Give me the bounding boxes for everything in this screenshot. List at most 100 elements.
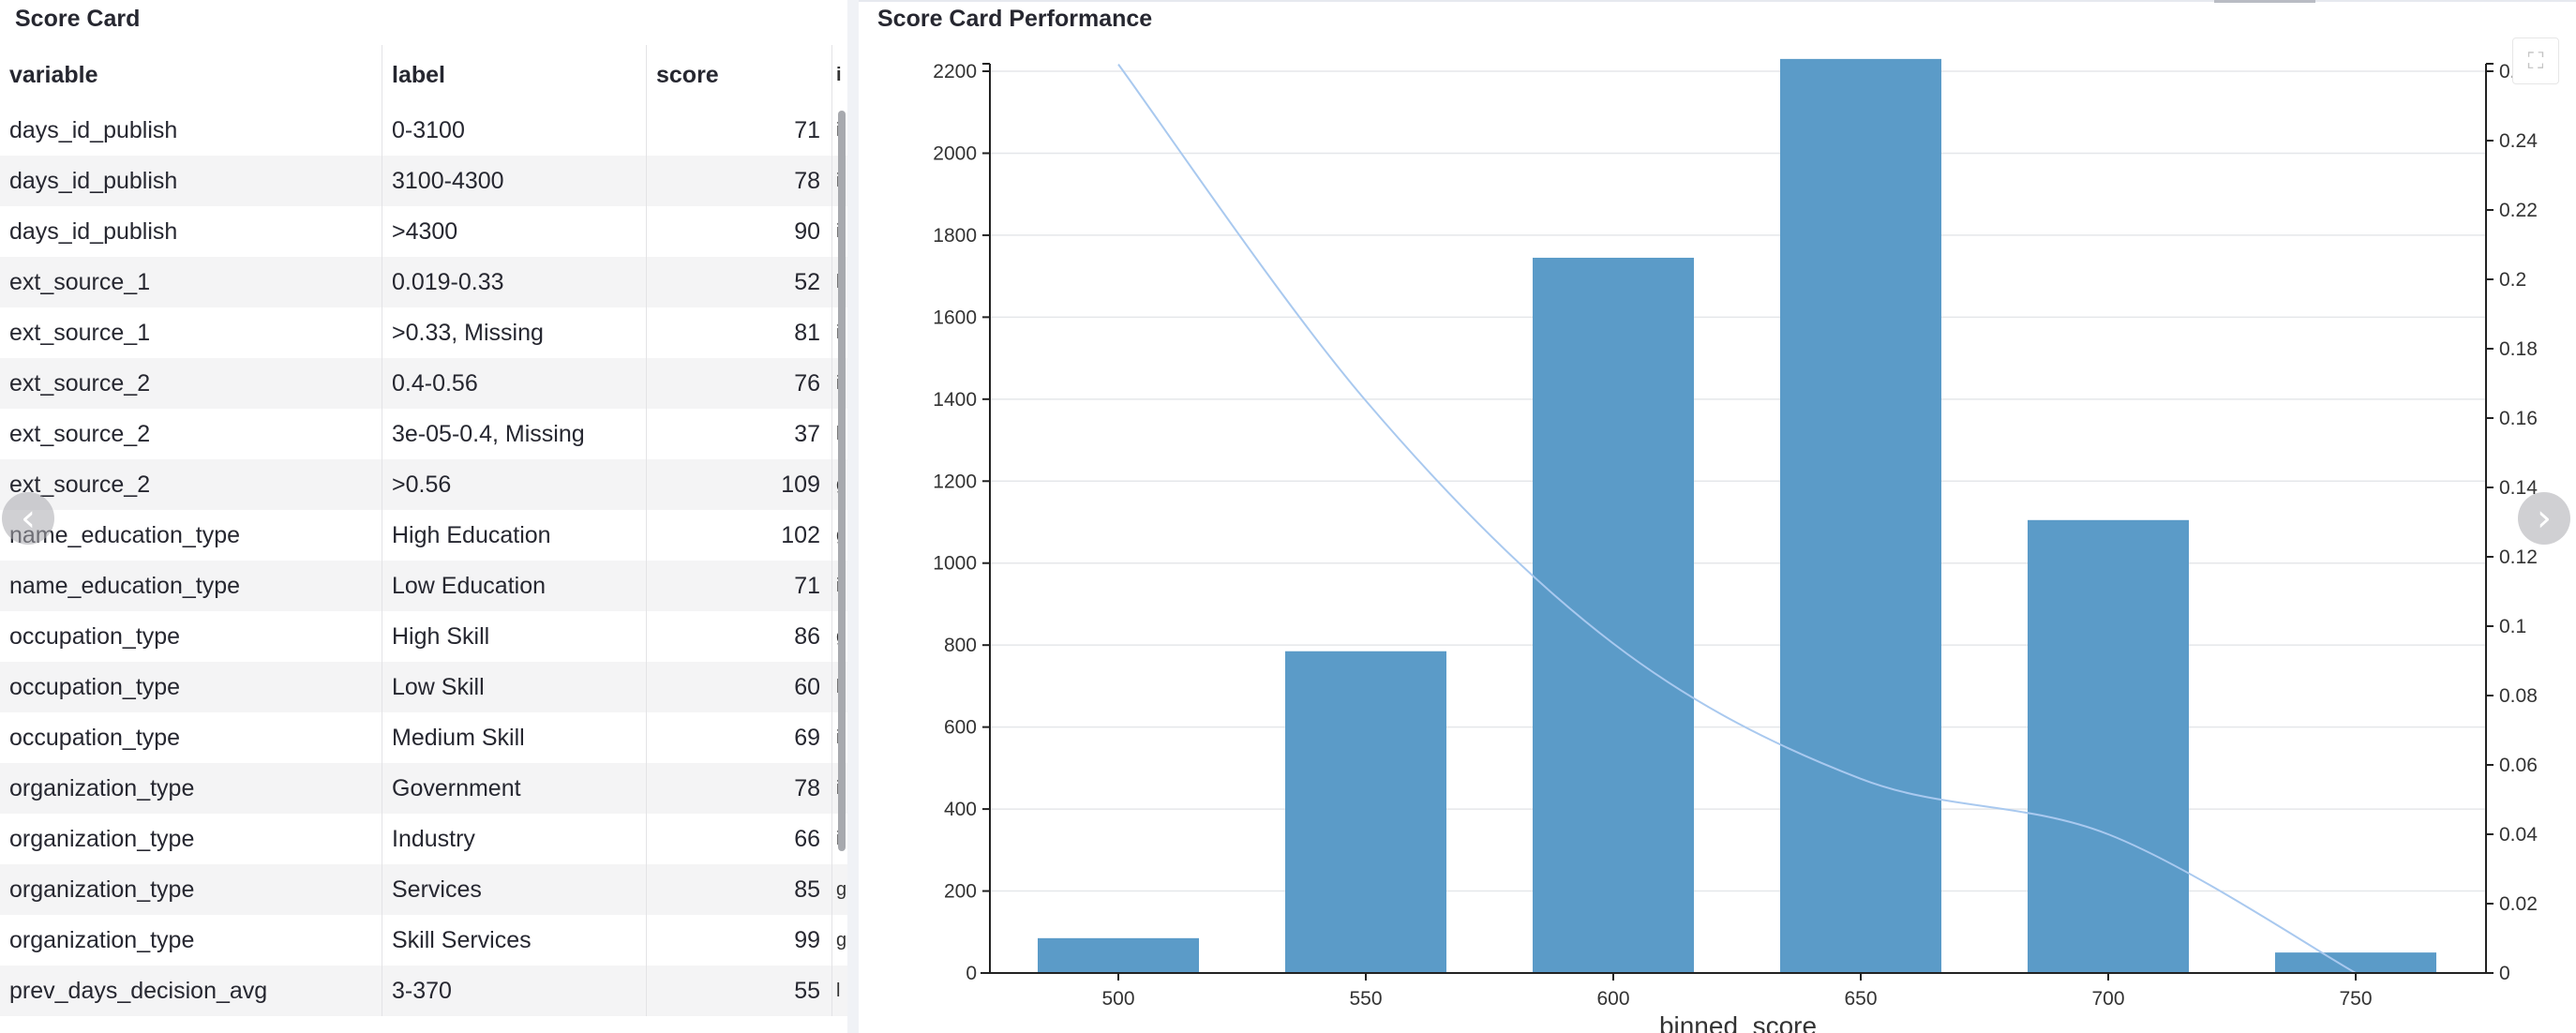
- bar-700: [2028, 519, 2189, 973]
- cell-label: High Skill: [382, 611, 647, 662]
- column-header-label[interactable]: label: [382, 45, 647, 105]
- column-header-score[interactable]: score: [647, 45, 832, 105]
- cell-score: 78: [647, 763, 832, 814]
- score-card-table: variable label score i days_id_publish 0-…: [0, 45, 847, 1016]
- cell-score: 102: [647, 510, 832, 561]
- cell-label: 3-370: [382, 966, 647, 1016]
- cell-label: 0-3100: [382, 105, 647, 156]
- fullscreen-icon[interactable]: ⛶: [2512, 37, 2559, 84]
- cell-variable: occupation_type: [0, 662, 382, 712]
- cell-variable: ext_source_1: [0, 307, 382, 358]
- y-tick-label-left: 400: [944, 799, 977, 820]
- x-tick-label: 650: [1844, 988, 1877, 1010]
- y-tick-label-right: 0.1: [2499, 616, 2526, 637]
- x-tick-label: 700: [2091, 988, 2124, 1010]
- table-scrollbar[interactable]: [838, 111, 846, 851]
- table-row[interactable]: ext_source_2>0.56109g: [0, 459, 847, 510]
- y-tick-label-right: 0.18: [2499, 338, 2538, 360]
- y-tick-label-right: 0.08: [2499, 685, 2538, 707]
- cell-variable: organization_type: [0, 814, 382, 864]
- performance-title: Score Card Performance: [877, 6, 1153, 32]
- cell-variable: days_id_publish: [0, 206, 382, 257]
- x-tick-label: 500: [1101, 988, 1134, 1010]
- cell-score: 109: [647, 459, 832, 510]
- table-row[interactable]: ext_source_10.019-0.3352l: [0, 257, 847, 307]
- table-row[interactable]: organization_type Skill Services 99 g: [0, 915, 847, 966]
- cell-truncated: l: [836, 980, 841, 1001]
- cell-score: 55: [647, 966, 832, 1016]
- table-row[interactable]: days_id_publish>430090i: [0, 206, 847, 257]
- table-header-row: variable label score i: [0, 45, 847, 105]
- cell-variable: occupation_type: [0, 611, 382, 662]
- y-tick-label-left: 2200: [933, 61, 977, 82]
- y-tick-label-left: 1600: [933, 307, 977, 328]
- score-card-panel: Score Card variable label score i days_i…: [0, 0, 847, 1033]
- column-header-truncated[interactable]: i: [836, 64, 842, 85]
- cell-label: >0.33, Missing: [382, 307, 647, 358]
- y-tick-label-left: 1800: [933, 225, 977, 247]
- cell-truncated: g: [836, 878, 847, 900]
- panel-divider: [847, 0, 859, 1033]
- table-row[interactable]: ext_source_23e-05-0.4, Missing37l: [0, 409, 847, 459]
- cell-label: Low Skill: [382, 662, 647, 712]
- y-tick-label-left: 2000: [933, 142, 977, 164]
- cell-score: 99: [647, 915, 832, 966]
- cell-label: Skill Services: [382, 915, 647, 966]
- bar-750: [2275, 952, 2436, 973]
- table-row[interactable]: prev_days_decision_avg 3-370 55 l: [0, 966, 847, 1016]
- x-tick-label: 550: [1349, 988, 1382, 1010]
- y-tick-label-right: 0.14: [2499, 477, 2538, 499]
- cell-score: 86: [647, 611, 832, 662]
- cell-score: 81: [647, 307, 832, 358]
- cell-score: 69: [647, 712, 832, 763]
- cell-truncated: g: [836, 929, 847, 951]
- cell-variable: prev_days_decision_avg: [0, 966, 382, 1016]
- cell-variable: ext_source_2: [0, 459, 382, 510]
- chevron-right-icon[interactable]: ›: [2518, 492, 2570, 545]
- y-tick-label-left: 0: [966, 963, 977, 984]
- cell-variable: days_id_publish: [0, 156, 382, 206]
- cell-score: 76: [647, 358, 832, 409]
- y-tick-label-left: 200: [944, 881, 977, 903]
- x-tick-label: 600: [1596, 988, 1629, 1010]
- table-row[interactable]: organization_typeGovernment78i: [0, 763, 847, 814]
- y-tick-label-left: 600: [944, 717, 977, 739]
- bar-500: [1038, 937, 1199, 973]
- cell-label: Industry: [382, 814, 647, 864]
- y-tick-label-right: 0.04: [2499, 824, 2538, 846]
- table-body: days_id_publish0-310071idays_id_publish3…: [0, 105, 847, 1016]
- cell-score: 78: [647, 156, 832, 206]
- table-row[interactable]: ext_source_20.4-0.5676i: [0, 358, 847, 409]
- top-tab-indicator: [2214, 0, 2315, 3]
- y-tick-label-right: 0: [2499, 963, 2510, 984]
- cell-label: 3e-05-0.4, Missing: [382, 409, 647, 459]
- chevron-left-icon[interactable]: ‹: [2, 492, 54, 545]
- cell-score: 66: [647, 814, 832, 864]
- top-border: [859, 0, 2576, 2]
- table-row[interactable]: organization_typeIndustry66i: [0, 814, 847, 864]
- y-tick-label-left: 1200: [933, 471, 977, 492]
- y-tick-label-left: 1000: [933, 553, 977, 575]
- cell-variable: organization_type: [0, 915, 382, 966]
- cell-label: 0.019-0.33: [382, 257, 647, 307]
- cell-score: 90: [647, 206, 832, 257]
- cell-score: 60: [647, 662, 832, 712]
- cell-score: 52: [647, 257, 832, 307]
- y-tick-label-left: 800: [944, 635, 977, 656]
- cell-score: 71: [647, 561, 832, 611]
- cell-variable: ext_source_2: [0, 409, 382, 459]
- cell-label: Services: [382, 864, 647, 915]
- cell-label: >0.56: [382, 459, 647, 510]
- y-tick-label-right: 0.2: [2499, 269, 2526, 291]
- column-header-variable[interactable]: variable: [0, 45, 382, 105]
- table-row[interactable]: organization_type Services 85 g: [0, 864, 847, 915]
- table-row[interactable]: ext_source_1>0.33, Missing81i: [0, 307, 847, 358]
- cell-label: Low Education: [382, 561, 647, 611]
